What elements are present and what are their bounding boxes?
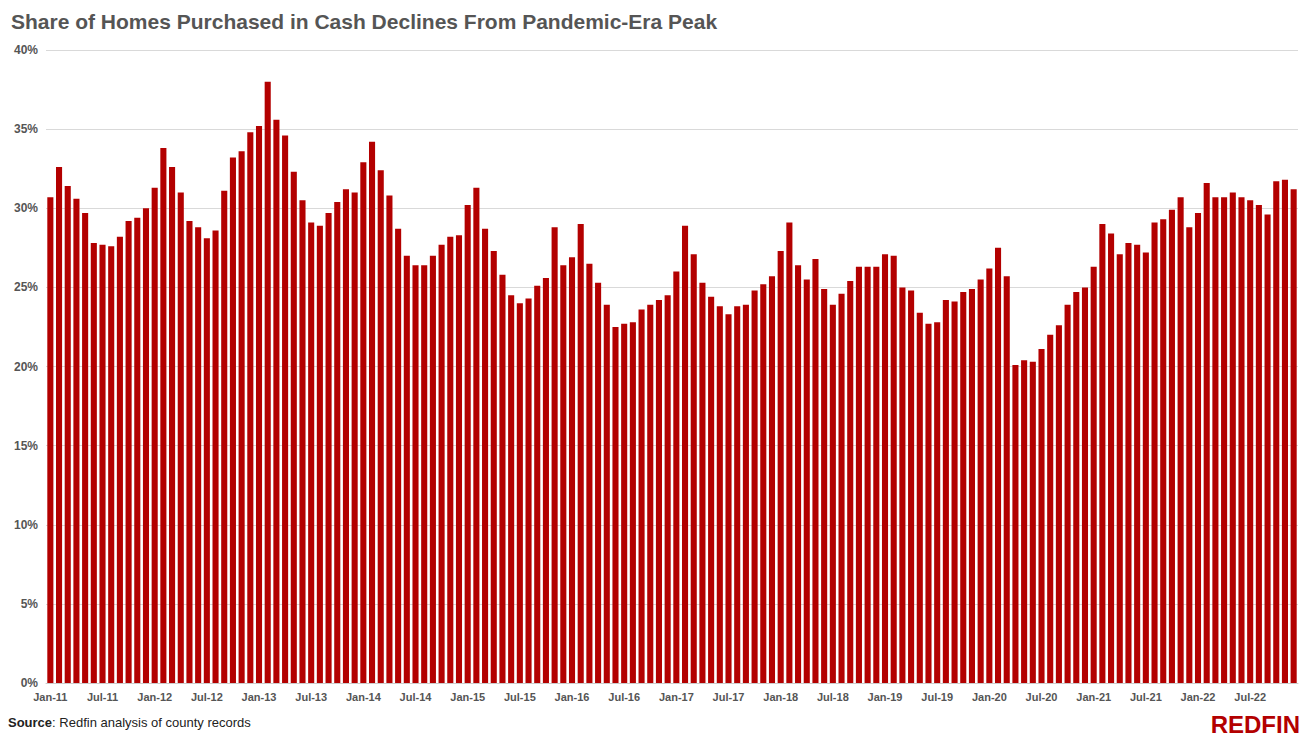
svg-text:10%: 10% [14,518,38,532]
svg-text:Source: Source [8,715,52,730]
svg-text:Jul-20: Jul-20 [1026,691,1058,703]
svg-text:Jan-12: Jan-12 [137,691,172,703]
svg-text:25%: 25% [14,280,38,294]
svg-text:35%: 35% [14,122,38,136]
svg-text:Jan-15: Jan-15 [450,691,485,703]
svg-text:Jul-22: Jul-22 [1234,691,1266,703]
svg-text:Jul-12: Jul-12 [191,691,223,703]
svg-text:Jan-17: Jan-17 [659,691,694,703]
svg-text:Jan-21: Jan-21 [1076,691,1111,703]
svg-text:Jul-16: Jul-16 [608,691,640,703]
svg-text:Jul-19: Jul-19 [921,691,953,703]
svg-text:5%: 5% [21,597,39,611]
svg-text:20%: 20% [14,360,38,374]
svg-text:Jul-17: Jul-17 [713,691,745,703]
svg-text:Jul-14: Jul-14 [400,691,433,703]
svg-text:Jul-18: Jul-18 [817,691,849,703]
svg-text:40%: 40% [14,43,38,57]
svg-text:: Redfin analysis of county re: : Redfin analysis of county records [52,715,251,730]
svg-text:Jan-16: Jan-16 [555,691,590,703]
svg-text:15%: 15% [14,439,38,453]
svg-text:Share of Homes Purchased in Ca: Share of Homes Purchased in Cash Decline… [11,10,717,33]
svg-text:Jan-22: Jan-22 [1181,691,1216,703]
svg-text:Jan-11: Jan-11 [33,691,67,703]
svg-text:30%: 30% [14,201,38,215]
svg-text:Jan-13: Jan-13 [242,691,277,703]
svg-text:0%: 0% [21,676,39,690]
svg-text:Jul-21: Jul-21 [1130,691,1162,703]
svg-text:Jul-15: Jul-15 [504,691,536,703]
svg-text:REDFIN: REDFIN [1211,711,1300,738]
svg-text:Jan-20: Jan-20 [972,691,1007,703]
svg-text:Jan-19: Jan-19 [868,691,903,703]
svg-text:Jul-11: Jul-11 [87,691,118,703]
svg-text:Jul-13: Jul-13 [295,691,327,703]
svg-text:Jan-14: Jan-14 [346,691,382,703]
svg-text:Jan-18: Jan-18 [763,691,798,703]
